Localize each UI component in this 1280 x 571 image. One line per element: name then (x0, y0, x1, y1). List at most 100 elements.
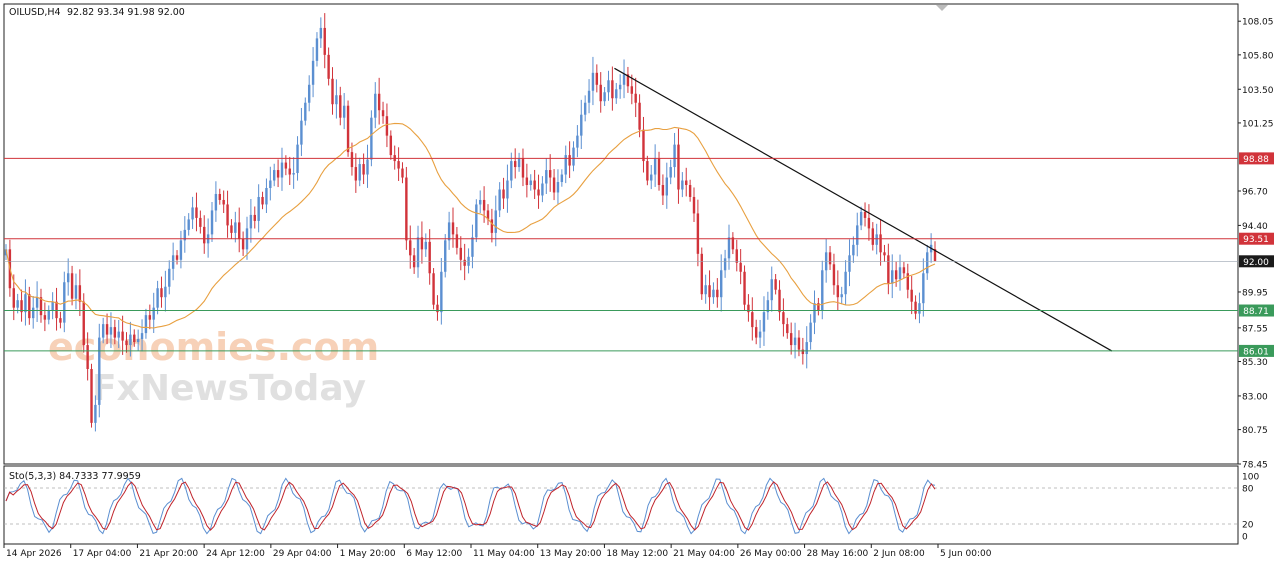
candle-body (669, 167, 672, 178)
candle-body (113, 327, 117, 338)
watermark-fxnewstoday: FxNewsToday (92, 368, 366, 409)
price-axis-label: 85.30 (1242, 358, 1268, 368)
candle (109, 312, 113, 348)
candle-body (109, 327, 113, 335)
candle-body (101, 324, 105, 338)
time-axis-label: 29 Apr 04:00 (273, 549, 332, 559)
candle-body (510, 161, 513, 181)
candle-body (98, 337, 101, 405)
candle (214, 181, 218, 222)
candle-body (203, 226, 206, 244)
candle (867, 204, 871, 241)
candle-body (587, 90, 591, 103)
candle (840, 286, 843, 304)
candle (646, 155, 649, 186)
candle (700, 247, 703, 300)
candle-body (560, 174, 564, 183)
candle-body (90, 369, 93, 423)
candle (475, 199, 478, 243)
candle (879, 219, 882, 266)
candle (455, 227, 459, 255)
candle-body (261, 196, 264, 205)
candle (389, 130, 393, 160)
candle (354, 153, 358, 193)
candle-body (238, 222, 241, 239)
candle (914, 295, 917, 320)
candle-body (840, 294, 843, 298)
candle (195, 192, 198, 232)
candle (836, 270, 840, 311)
candle (164, 270, 167, 312)
candle (133, 329, 136, 347)
candle (28, 286, 31, 325)
candle-body (455, 234, 459, 248)
candle-body (914, 301, 917, 314)
candle-body (226, 204, 229, 226)
candle-body (770, 279, 773, 301)
candle (681, 172, 684, 198)
candle-body (506, 180, 509, 199)
candle (331, 67, 334, 115)
candle (821, 260, 824, 320)
candle-body (894, 270, 898, 280)
candle-body (813, 303, 816, 323)
candle (844, 260, 847, 305)
candle (144, 308, 148, 339)
candle (35, 281, 39, 323)
candle (727, 224, 731, 270)
candle-body (700, 253, 703, 295)
time-axis-label: 1 May 20:00 (340, 549, 396, 559)
candle-body (234, 222, 237, 233)
candle (863, 202, 867, 227)
candle (444, 234, 447, 278)
level-price-label: 86.01 (1243, 347, 1269, 357)
candle (848, 239, 851, 287)
candle (51, 292, 54, 320)
candle (276, 159, 280, 188)
candle-body (875, 234, 878, 245)
moving-average-line (5, 122, 936, 329)
price-axis-label: 87.55 (1242, 324, 1268, 334)
candle (24, 279, 27, 326)
descending-trendline (614, 67, 1113, 352)
candle-body (642, 129, 645, 162)
candle-body (685, 180, 688, 186)
candle (607, 70, 610, 101)
candle (210, 201, 214, 242)
candle (160, 276, 163, 308)
price-axis-label: 108.05 (1242, 18, 1274, 28)
candle (467, 248, 470, 274)
candle (436, 295, 439, 321)
candle (412, 247, 416, 274)
candle-body (218, 193, 221, 200)
candle-body (533, 180, 536, 190)
candle (751, 297, 754, 341)
candle (692, 187, 696, 222)
candle-body (572, 147, 575, 166)
candle (778, 280, 781, 321)
candle (638, 94, 641, 138)
candle-body (661, 185, 665, 196)
price-axis-label: 80.75 (1242, 426, 1268, 436)
candle-body (350, 152, 354, 168)
candle-body (319, 27, 323, 39)
candle (311, 47, 315, 98)
candle-body (537, 189, 540, 196)
candle-body (817, 303, 820, 311)
candle (611, 66, 614, 111)
candle (315, 32, 319, 67)
candle (824, 238, 828, 283)
candle (187, 213, 190, 236)
candle-body (673, 144, 676, 168)
candle-body (288, 168, 291, 175)
candle (735, 239, 738, 272)
candle-body (490, 219, 494, 233)
candle-body (704, 285, 707, 295)
candle (39, 288, 43, 323)
candle-body (463, 259, 466, 266)
price-axis-label: 78.45 (1242, 461, 1268, 471)
candle (113, 319, 117, 345)
time-axis-label: 26 May 00:00 (740, 549, 802, 559)
candle-body (867, 217, 871, 229)
candle-body (148, 315, 152, 320)
